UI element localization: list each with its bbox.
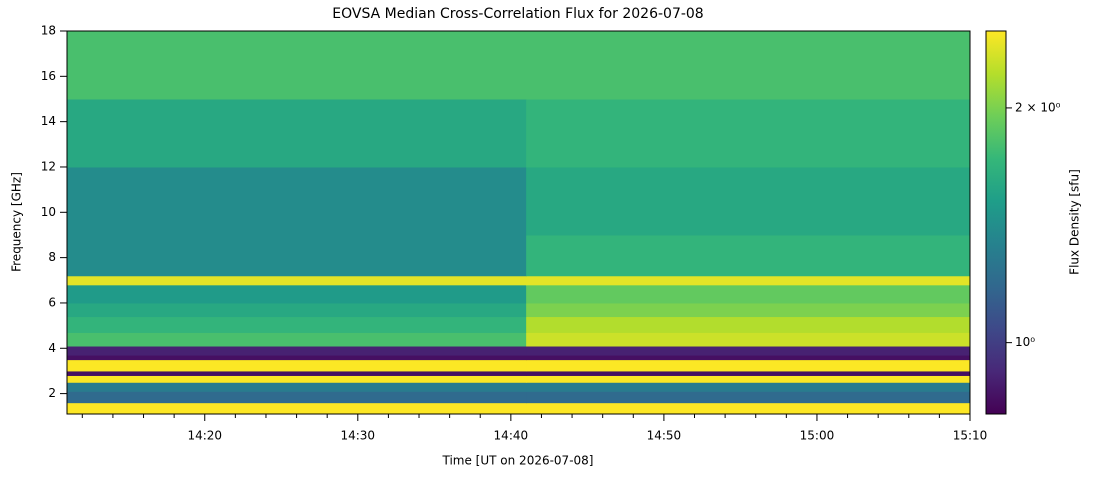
chart-title: EOVSA Median Cross-Correlation Flux for … — [332, 6, 703, 22]
y-tick-label: 8 — [48, 250, 56, 264]
y-axis-label: Frequency [GHz] — [10, 172, 24, 272]
heatmap-cell — [67, 234, 527, 277]
heatmap-cell — [67, 98, 527, 168]
colorbar-label: Flux Density [sfu] — [1068, 169, 1082, 275]
y-tick-label: 12 — [41, 159, 56, 173]
heatmap-cell — [526, 284, 971, 304]
y-tick-label: 4 — [48, 341, 56, 355]
colorbar-tick-label: 10⁰ — [1015, 335, 1035, 349]
heatmap-cell — [526, 31, 971, 100]
heatmap-cell — [526, 370, 971, 376]
heatmap-cell — [67, 382, 527, 392]
heatmap-cell — [526, 332, 971, 347]
heatmap-cell — [67, 332, 527, 347]
x-tick-label: 14:50 — [647, 429, 682, 443]
heatmap-cell — [526, 316, 971, 333]
x-tick-label: 15:10 — [953, 429, 988, 443]
heatmap-cell — [526, 302, 971, 318]
heatmap-cell — [67, 359, 527, 372]
heatmap-cell — [67, 355, 527, 361]
heatmap-cell — [526, 275, 971, 286]
heatmap-cell — [67, 316, 527, 333]
heatmap-cell — [67, 375, 527, 383]
plot-frame — [66, 30, 971, 415]
y-tick-label: 18 — [41, 24, 56, 38]
heatmap-cell — [526, 375, 971, 383]
heatmap-cell — [526, 355, 971, 361]
heatmap-cell — [526, 98, 971, 168]
heatmap-cell — [67, 402, 527, 415]
y-tick-label: 10 — [41, 205, 56, 219]
heatmap-cell — [67, 284, 527, 304]
colorbar — [985, 30, 1007, 415]
heatmap-cell — [67, 31, 527, 100]
x-tick-label: 14:30 — [340, 429, 375, 443]
heatmap-cell — [67, 302, 527, 318]
heatmap-cell — [526, 391, 971, 404]
x-tick-label: 14:40 — [494, 429, 529, 443]
heatmap-cell — [526, 402, 971, 415]
heatmap-cell — [67, 275, 527, 286]
y-tick-label: 2 — [48, 386, 56, 400]
x-tick-label: 14:20 — [187, 429, 222, 443]
heatmap-cell — [526, 234, 971, 277]
heatmap-cell — [67, 370, 527, 376]
heatmap-cell — [526, 166, 971, 236]
heatmap-cell — [526, 346, 971, 356]
heatmap-cell — [67, 346, 527, 356]
heatmap-cell — [526, 359, 971, 372]
heatmap-cell — [67, 391, 527, 404]
y-tick-label: 6 — [48, 295, 56, 309]
heatmap-cell — [67, 166, 527, 236]
y-tick-label: 16 — [41, 69, 56, 83]
y-tick-label: 14 — [41, 114, 56, 128]
x-axis-label: Time [UT on 2026-07-08] — [442, 454, 594, 468]
colorbar-tick-label: 2 × 10⁰ — [1015, 100, 1061, 114]
x-tick-label: 15:00 — [800, 429, 835, 443]
heatmap-cell — [526, 382, 971, 392]
